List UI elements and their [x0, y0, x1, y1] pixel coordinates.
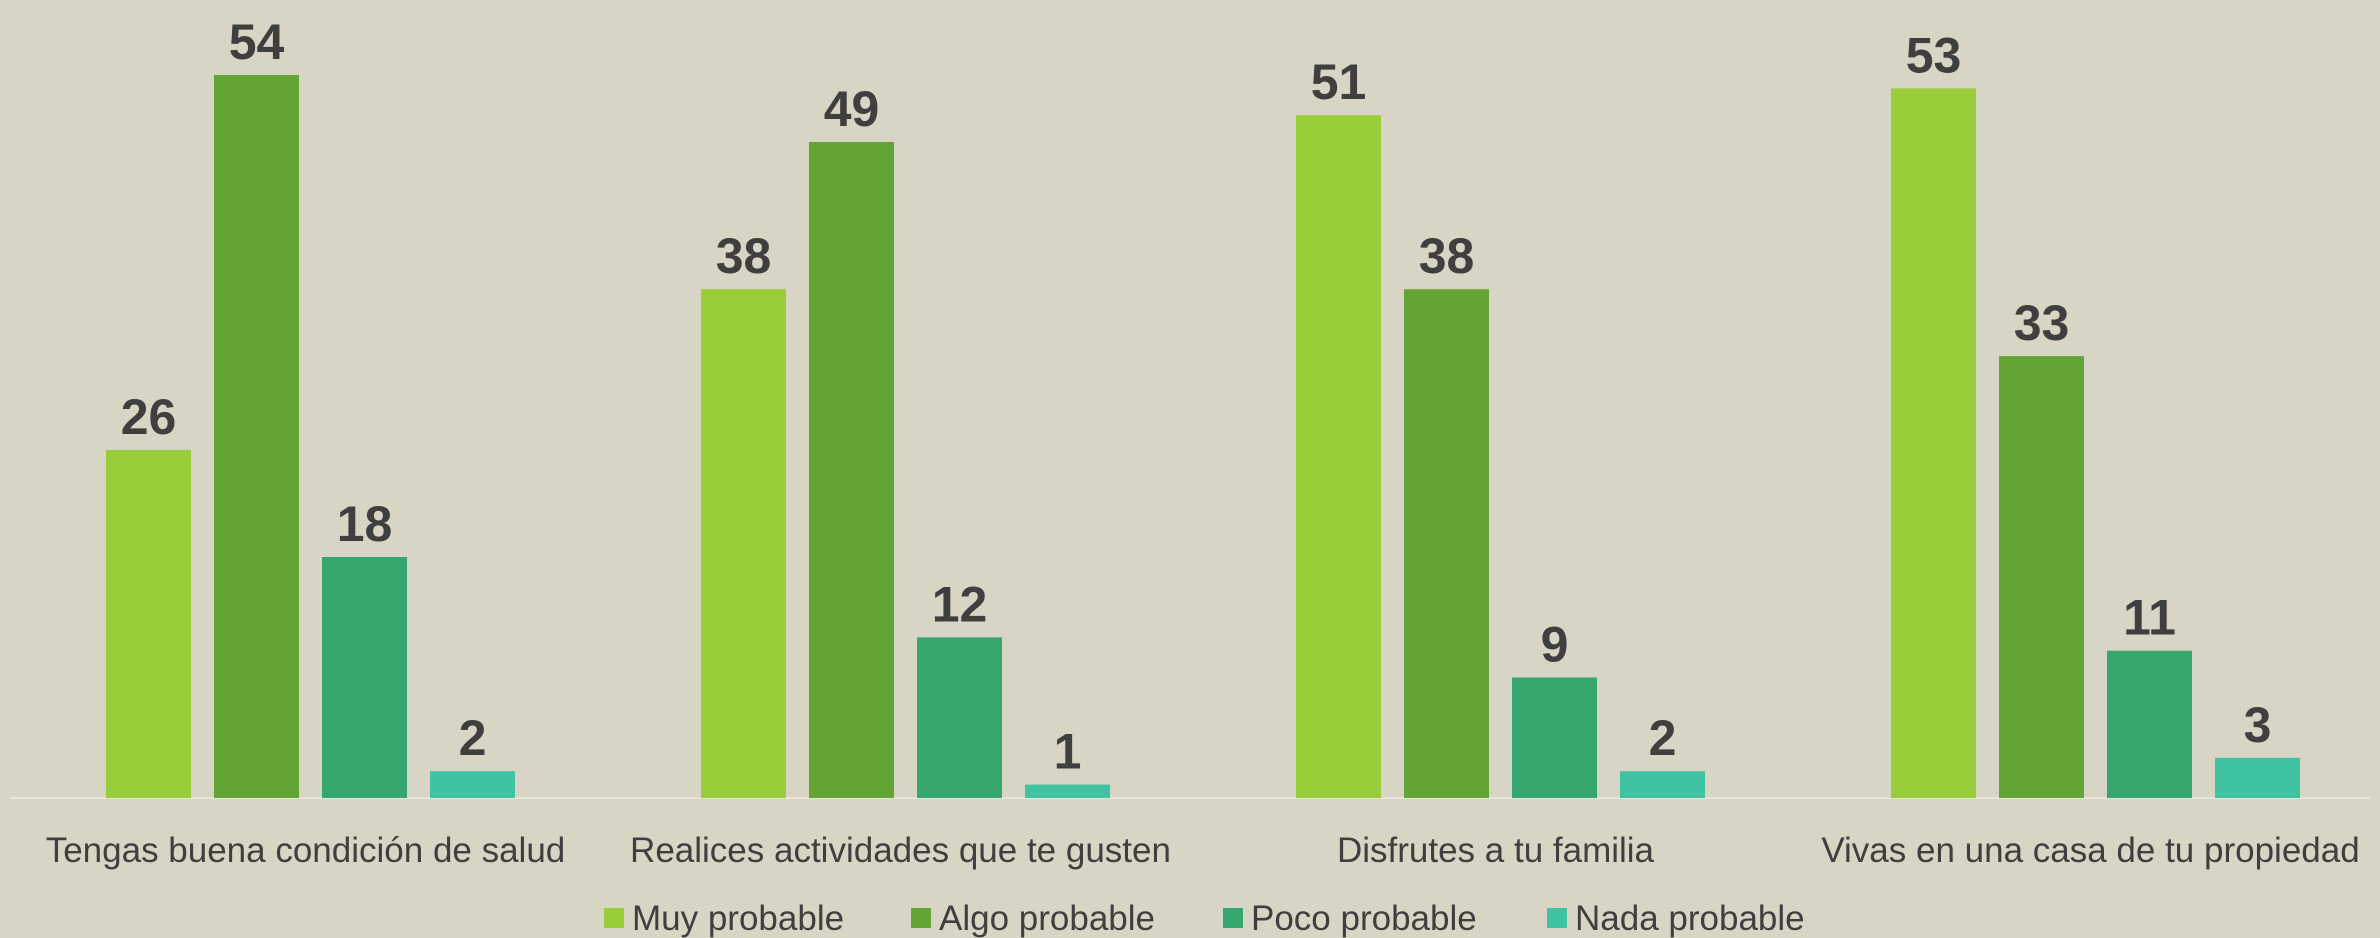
data-label: 12	[932, 576, 988, 632]
bar	[430, 771, 515, 798]
data-label: 1	[1054, 724, 1082, 780]
legend-swatch	[1547, 908, 1567, 928]
data-label: 53	[1906, 27, 1962, 83]
bar	[214, 75, 299, 798]
x-tick-label: Realices actividades que te gusten	[630, 831, 1171, 870]
data-label: 18	[337, 496, 393, 552]
legend-label: Muy probable	[632, 899, 844, 938]
bar	[1891, 88, 1976, 798]
legend-swatch	[911, 908, 931, 928]
x-tick-label: Tengas buena condición de salud	[46, 831, 566, 870]
data-label: 3	[2244, 697, 2272, 753]
bar	[1620, 771, 1705, 798]
data-label: 9	[1541, 617, 1569, 673]
x-tick-label: Vivas en una casa de tu propiedad	[1821, 831, 2359, 870]
data-label: 2	[459, 710, 487, 766]
x-tick-label: Disfrutes a tu familia	[1337, 831, 1655, 870]
bar	[1999, 356, 2084, 798]
bar	[809, 141, 894, 798]
bar	[1404, 289, 1489, 798]
bar	[1025, 784, 1110, 798]
legend-label: Algo probable	[939, 899, 1155, 938]
bar	[917, 637, 1002, 798]
bar	[701, 289, 786, 798]
data-label: 26	[121, 389, 177, 445]
bar	[2215, 757, 2300, 798]
bar	[2107, 650, 2192, 798]
data-label: 38	[1419, 228, 1475, 284]
legend-swatch	[1223, 908, 1243, 928]
legend-swatch	[604, 908, 624, 928]
data-label: 11	[2123, 590, 2176, 646]
data-label: 38	[716, 228, 772, 284]
legend-label: Poco probable	[1251, 899, 1477, 938]
legend-label: Nada probable	[1575, 899, 1805, 938]
data-label: 54	[229, 14, 285, 70]
bar	[1296, 115, 1381, 798]
data-label: 49	[824, 81, 880, 137]
data-label: 51	[1311, 54, 1367, 110]
data-label: 2	[1649, 710, 1677, 766]
bar	[106, 449, 191, 798]
bar	[322, 557, 407, 798]
data-label: 33	[2014, 295, 2070, 351]
bar	[1512, 677, 1597, 798]
